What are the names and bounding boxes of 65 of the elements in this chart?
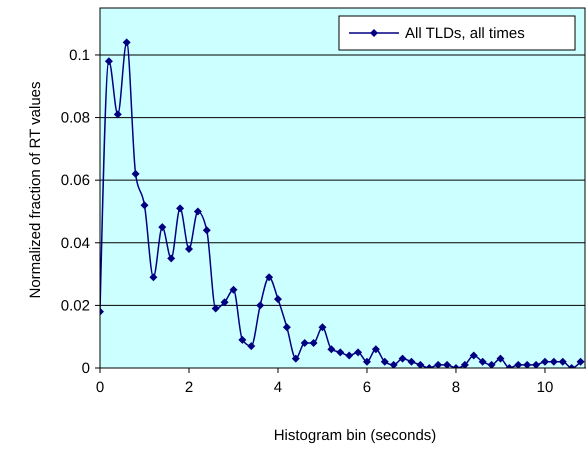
point xyxy=(318,323,326,332)
point xyxy=(336,348,344,356)
point xyxy=(300,338,309,347)
point xyxy=(194,207,202,216)
point xyxy=(167,254,176,262)
point xyxy=(407,358,416,366)
point xyxy=(202,226,211,234)
point xyxy=(362,358,371,366)
point xyxy=(390,360,398,368)
point xyxy=(265,273,274,282)
point xyxy=(220,298,229,306)
point xyxy=(470,351,478,360)
point xyxy=(354,348,362,356)
x-tick-label: 0 xyxy=(96,379,104,396)
x-axis-title: Histogram bin (seconds) xyxy=(274,427,436,444)
point xyxy=(122,38,131,46)
x-tick-label: 8 xyxy=(452,379,460,396)
point xyxy=(114,110,122,118)
point xyxy=(345,351,354,360)
point xyxy=(238,336,246,344)
point xyxy=(212,304,220,313)
point xyxy=(496,354,504,363)
y-tick-label: 0 xyxy=(82,360,90,377)
point xyxy=(327,345,336,354)
y-tick-label: 0.08 xyxy=(60,110,90,127)
point xyxy=(256,301,264,310)
y-axis-title: Normalized fraction of RT values xyxy=(27,81,44,299)
point xyxy=(478,358,487,366)
point xyxy=(540,358,549,366)
y-tick-label: 0.1 xyxy=(69,46,90,64)
point xyxy=(229,286,238,294)
point xyxy=(460,360,469,368)
x-tick-label: 6 xyxy=(362,379,372,396)
y-tick-label: 0.06 xyxy=(60,172,90,190)
point xyxy=(132,170,140,178)
point xyxy=(443,360,452,368)
point xyxy=(558,358,567,366)
point xyxy=(523,360,532,368)
point xyxy=(514,360,522,368)
point xyxy=(292,354,300,363)
point xyxy=(282,323,291,332)
point xyxy=(380,358,389,366)
point xyxy=(310,338,318,347)
y-tick-label: 0.02 xyxy=(60,297,90,314)
point xyxy=(434,360,442,368)
point xyxy=(140,201,148,210)
x-tick-label: 2 xyxy=(184,379,194,396)
point xyxy=(576,358,585,366)
point xyxy=(149,273,158,282)
point xyxy=(176,204,184,212)
point xyxy=(158,223,166,232)
legend-label: All TLDs, all times xyxy=(405,25,525,42)
y-tick-label: 0.04 xyxy=(60,234,90,252)
x-tick-label: 10 xyxy=(536,379,554,396)
point xyxy=(247,342,256,350)
point xyxy=(550,358,558,366)
point xyxy=(416,360,424,368)
point xyxy=(372,345,380,354)
x-tick-label: 4 xyxy=(274,379,282,396)
point xyxy=(104,57,113,66)
point xyxy=(274,295,282,304)
point xyxy=(488,360,496,368)
point xyxy=(398,354,407,363)
point xyxy=(532,360,540,368)
point xyxy=(184,245,193,254)
